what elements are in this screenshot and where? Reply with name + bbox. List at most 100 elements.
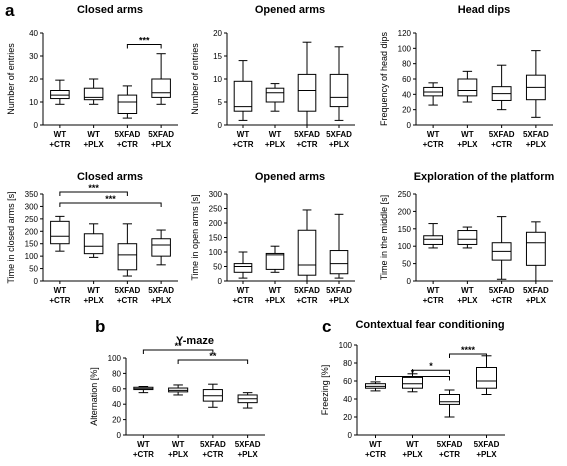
x-tick-label-line: WT: [137, 440, 150, 449]
x-tick-label-line: WT: [237, 130, 250, 139]
x-tick-label: WT +PLX: [265, 286, 286, 305]
x-tick-label: 5XFAD +PLX: [326, 130, 352, 149]
y-tick-label: 0: [34, 277, 39, 286]
x-tick-label-line: WT: [54, 130, 67, 139]
chart-panel-7: c Contextual fear conditioning 0 20 40 60 80 10…: [320, 317, 505, 459]
iqr-box: [525, 231, 546, 266]
x-tick-label-line: +PLX: [84, 140, 105, 149]
significance-label: **: [209, 351, 217, 361]
x-tick-label-line: 5XFAD: [326, 130, 352, 139]
box-0: [423, 82, 444, 106]
x-tick-label-line: WT: [87, 286, 100, 295]
y-tick-label: 80: [402, 60, 411, 69]
x-tick-label: 5XFAD +CTR: [489, 130, 515, 149]
bracket-line: [375, 376, 450, 381]
box-0: [50, 79, 70, 105]
x-tick-label: WT +PLX: [168, 440, 189, 459]
x-tick-label-line: +PLX: [402, 450, 423, 459]
x-tick-label-line: +CTR: [423, 140, 444, 149]
box-1: [168, 384, 189, 396]
y-axis-label: Freezing [%]: [320, 365, 330, 416]
significance-bracket-1: ***: [59, 194, 162, 207]
bracket-line: [59, 202, 162, 207]
iqr-box: [439, 394, 460, 405]
y-tick-label: 50: [402, 260, 411, 269]
box-3: [476, 355, 497, 395]
x-tick-label: 5XFAD +PLX: [148, 130, 174, 149]
x-tick-label-line: +CTR: [423, 296, 444, 305]
y-tick-label: 250: [209, 205, 223, 214]
iqr-box: [151, 238, 171, 257]
y-tick-label: 200: [209, 219, 223, 228]
x-tick-label-line: +PLX: [457, 296, 478, 305]
chart-panel-2: Head dips 0 20 40 60 80 100 120 Frequency of hea…: [379, 4, 553, 149]
x-tick-label: WT +PLX: [84, 130, 105, 149]
box-1: [457, 226, 478, 249]
x-tick-label-line: +PLX: [457, 140, 478, 149]
y-tick-label: 0: [348, 431, 353, 440]
x-tick-label-line: 5XFAD: [235, 440, 261, 449]
significance-label: ***: [88, 183, 99, 193]
significance-label: ****: [461, 345, 476, 355]
box-3: [151, 53, 171, 105]
x-tick-label-line: WT: [269, 130, 282, 139]
x-tick-label-line: +PLX: [329, 140, 350, 149]
iqr-box: [457, 78, 478, 97]
box-3: [525, 221, 546, 282]
significance-bracket-1: *: [412, 361, 450, 375]
y-axis-label: Time in open arms [s]: [190, 194, 200, 280]
bracket-line: [449, 353, 487, 358]
x-tick-label-line: +PLX: [476, 450, 497, 459]
x-tick-label-line: +CTR: [202, 450, 223, 459]
iqr-box: [329, 73, 349, 108]
x-tick-label: WT +PLX: [84, 286, 105, 305]
x-tick-label-line: +CTR: [365, 450, 386, 459]
significance-bracket-1: **: [177, 351, 249, 364]
x-tick-label-line: +PLX: [265, 296, 286, 305]
y-tick-label: 100: [209, 248, 223, 257]
y-tick-label: 15: [213, 52, 222, 61]
x-tick-label-line: +CTR: [439, 450, 460, 459]
x-tick-label-line: 5XFAD: [489, 286, 515, 295]
x-tick-label-line: 5XFAD: [114, 130, 140, 139]
x-tick-label: 5XFAD +CTR: [437, 440, 463, 459]
box-3: [237, 392, 258, 409]
y-tick-label: 300: [25, 202, 39, 211]
x-tick-label-line: 5XFAD: [437, 440, 463, 449]
iqr-box: [457, 230, 478, 245]
iqr-box: [329, 250, 349, 275]
y-tick-label: 100: [339, 341, 353, 350]
x-tick-label: WT +CTR: [423, 286, 444, 305]
iqr-box: [233, 80, 253, 112]
x-tick-label: WT +PLX: [265, 130, 286, 149]
x-tick-label-line: WT: [54, 286, 67, 295]
y-tick-label: 0: [218, 277, 223, 286]
x-tick-label: 5XFAD +PLX: [235, 440, 261, 459]
box-1: [83, 78, 104, 105]
x-tick-label: WT +PLX: [457, 286, 478, 305]
chart-title: Closed arms: [77, 171, 143, 183]
y-tick-label: 0: [407, 277, 412, 286]
y-tick-label: 5: [218, 98, 223, 107]
y-tick-label: 100: [398, 44, 412, 53]
x-tick-label-line: +PLX: [151, 296, 172, 305]
y-axis-label: Time in the middle [s]: [379, 195, 389, 280]
y-axis-label: Alternation [%]: [89, 367, 99, 426]
y-axis-label: Frequency of head dips: [379, 31, 389, 126]
y-tick-label: 60: [402, 75, 411, 84]
x-tick-label-line: 5XFAD: [326, 286, 352, 295]
x-tick-label-line: 5XFAD: [489, 130, 515, 139]
x-tick-label-line: 5XFAD: [148, 130, 174, 139]
x-tick-label-line: +CTR: [491, 296, 512, 305]
x-tick-label-line: +PLX: [168, 450, 189, 459]
y-tick-label: 150: [25, 240, 39, 249]
x-tick-label: 5XFAD +PLX: [326, 286, 352, 305]
y-tick-label: 0: [218, 121, 223, 130]
box-2: [439, 389, 460, 418]
x-tick-label-line: 5XFAD: [523, 130, 549, 139]
y-axis-label: Number of entries: [190, 43, 200, 115]
x-tick-label-line: +PLX: [238, 450, 259, 459]
bracket-line: [142, 349, 214, 354]
x-tick-label-line: WT: [369, 440, 382, 449]
box-2: [297, 41, 317, 126]
